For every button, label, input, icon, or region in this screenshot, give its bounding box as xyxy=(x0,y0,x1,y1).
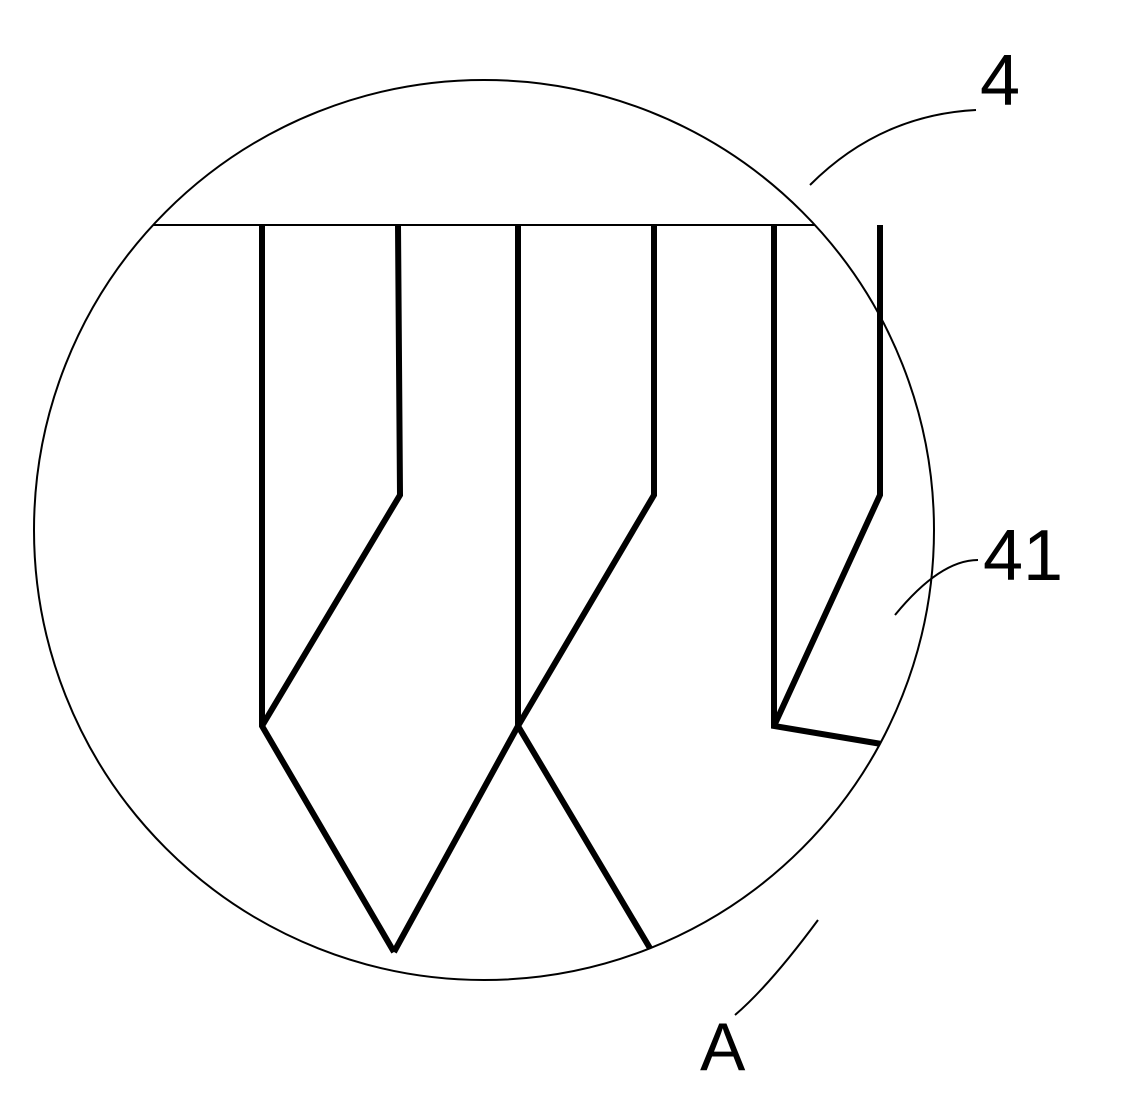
tooth-0-left-edge xyxy=(262,225,394,952)
diagram-root: 4 41 A xyxy=(0,0,1142,1102)
label-4: 4 xyxy=(980,41,1020,121)
circle-layer xyxy=(34,80,934,980)
detail-circle xyxy=(34,80,934,980)
tooth-1-left-edge xyxy=(518,225,650,948)
lead-4 xyxy=(810,110,976,185)
lead-41 xyxy=(895,560,978,615)
tooth-1-right-edge xyxy=(518,225,654,726)
tooth-connector-diagonal xyxy=(394,726,518,952)
label-41: 41 xyxy=(983,516,1063,596)
tooth-2-right-edge xyxy=(774,225,880,726)
label-A: A xyxy=(700,1009,746,1085)
tooth-0-right-edge xyxy=(262,225,400,726)
teeth-layer xyxy=(262,225,880,952)
labels-layer: 4 41 A xyxy=(700,41,1063,1085)
lead-A xyxy=(735,920,818,1015)
tooth-2-left-edge xyxy=(774,225,880,744)
